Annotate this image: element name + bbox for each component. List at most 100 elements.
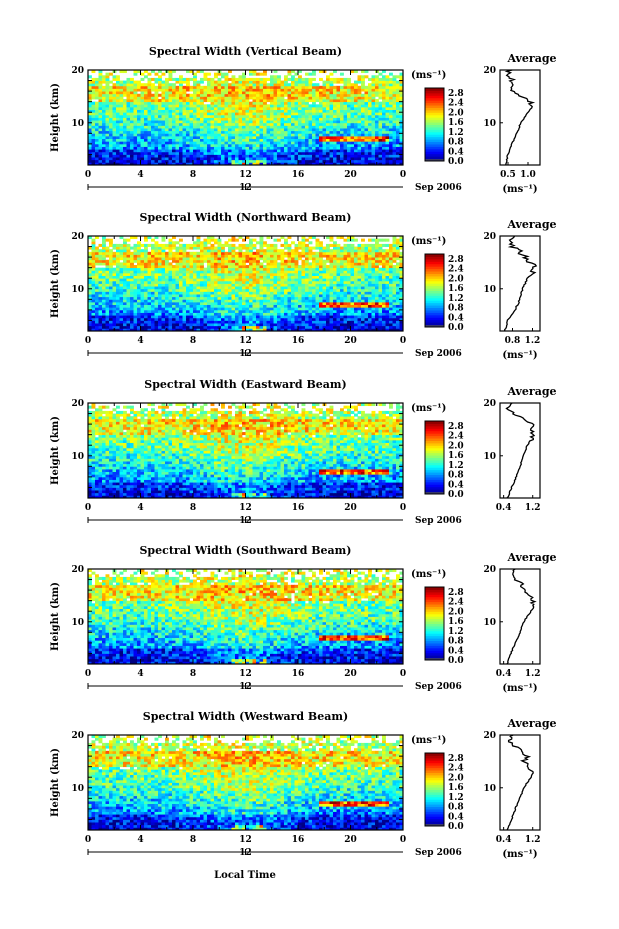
panel-1: Spectral Width (Vertical Beam)0 4 8 12 16 20 0… [50, 45, 557, 195]
colorbar-tick-label: 2.8 [448, 89, 464, 99]
profile-x-tick-label: 1.2 [525, 835, 541, 845]
colorbar-tick-label: 1.6 [448, 284, 464, 294]
profile-line [506, 70, 533, 165]
profile-x-label: (ms⁻¹) [502, 184, 537, 195]
panel-3: Spectral Width (Eastward Beam)0 4 8 12 16 20 0… [50, 378, 557, 526]
colorbar-tick-label: 1.6 [448, 451, 464, 461]
profile-x-label: (ms⁻¹) [502, 849, 537, 860]
y-axis-label: Height (km) [50, 83, 61, 152]
profile-x-tick-label: 0.5 [500, 170, 516, 180]
profile-line [507, 569, 535, 664]
heatmap-cells [88, 403, 403, 498]
profile-y-tick-label: 20 [483, 731, 496, 741]
x-tick-label: 0 [85, 669, 91, 679]
colorbar-tick-label: 1.6 [448, 118, 464, 128]
colorbar-tick-label: 1.2 [448, 627, 464, 637]
y-tick-label: 10 [71, 119, 84, 129]
x-tick-label: 4 [137, 503, 143, 513]
y-tick-label: 20 [71, 399, 84, 409]
colorbar-tick-label: 0.4 [448, 313, 464, 323]
heatmap-cells [88, 70, 403, 165]
colorbar-label: (ms⁻¹) [411, 70, 446, 81]
colorbar-label: (ms⁻¹) [411, 236, 446, 247]
x-tick-label: 20 [344, 835, 357, 845]
profile-line [507, 735, 533, 830]
colorbar-tick-label: 1.2 [448, 793, 464, 803]
x-tick-label: 0 [400, 503, 406, 513]
colorbar-tick-label: 2.8 [448, 422, 464, 432]
y-tick-label: 10 [71, 452, 84, 462]
colorbar-tick-label: 0.4 [448, 147, 464, 157]
y-axis-label: Height (km) [50, 249, 61, 318]
panel-title: Spectral Width (Southward Beam) [139, 544, 351, 557]
panel-title: Spectral Width (Westward Beam) [143, 710, 348, 723]
profile-x-label: (ms⁻¹) [502, 350, 537, 361]
y-axis-label: Height (km) [50, 582, 61, 651]
x-tick-label: 4 [137, 669, 143, 679]
profile-frame [500, 70, 540, 165]
colorbar-tick-label: 2.4 [448, 598, 464, 608]
day-label: 12 [239, 682, 252, 692]
profile-y-tick-label: 10 [483, 618, 496, 628]
colorbar-tick-label: 1.6 [448, 783, 464, 793]
x-tick-label: 0 [85, 503, 91, 513]
profile-line [507, 403, 535, 498]
heatmap-cells [88, 236, 403, 331]
colorbar-tick-label: 2.8 [448, 754, 464, 764]
colorbar-tick-label: 2.4 [448, 764, 464, 774]
x-tick-label: 16 [292, 170, 305, 180]
profile-y-tick-label: 10 [483, 119, 496, 129]
colorbar-tick-label: 0.4 [448, 480, 464, 490]
colorbar-tick-label: 0.4 [448, 646, 464, 656]
colorbar-tick-label: 1.2 [448, 461, 464, 471]
colorbar-tick-label: 1.2 [448, 294, 464, 304]
colorbar-tick-label: 2.0 [448, 108, 464, 118]
profile-line [505, 236, 537, 331]
profile-title: Average [506, 551, 556, 564]
profile-y-tick-label: 10 [483, 285, 496, 295]
panel-5: Spectral Width (Westward Beam)0 4 8 12 16 20 0… [50, 710, 557, 860]
y-tick-label: 10 [71, 285, 84, 295]
x-tick-label: 8 [190, 835, 196, 845]
profile-x-label: (ms⁻¹) [502, 683, 537, 694]
y-tick-label: 10 [71, 618, 84, 628]
x-tick-label: 16 [292, 835, 305, 845]
y-tick-label: 20 [71, 565, 84, 575]
profile-y-tick-label: 10 [483, 784, 496, 794]
panel-2: Spectral Width (Northward Beam)0 4 8 12 16 20… [50, 211, 557, 361]
colorbar-tick-label: 2.4 [448, 265, 464, 275]
profile-y-tick-label: 20 [483, 232, 496, 242]
profile-y-tick-label: 20 [483, 66, 496, 76]
colorbar-tick-label: 2.8 [448, 588, 464, 598]
x-tick-label: 8 [190, 170, 196, 180]
x-tick-label: 0 [400, 170, 406, 180]
y-tick-label: 20 [71, 232, 84, 242]
profile-title: Average [506, 385, 556, 398]
profile-title: Average [506, 52, 556, 65]
colorbar-tick-label: 0.8 [448, 803, 464, 813]
colorbar-tick-label: 0.0 [448, 323, 464, 333]
profile-x-tick-label: 0.4 [496, 669, 512, 679]
colorbar-tick-label: 2.4 [448, 99, 464, 109]
x-tick-label: 12 [239, 336, 252, 346]
profile-x-tick-label: 1.2 [525, 503, 541, 513]
profile-y-tick-label: 10 [483, 452, 496, 462]
panel-title: Spectral Width (Northward Beam) [140, 211, 352, 224]
heatmap-cells [88, 735, 403, 830]
day-label: 12 [239, 349, 252, 359]
profile-x-tick-label: 0.8 [505, 336, 521, 346]
panel-title: Spectral Width (Vertical Beam) [149, 45, 342, 58]
x-tick-label: 0 [85, 835, 91, 845]
x-tick-label: 8 [190, 336, 196, 346]
heatmap-cells [88, 569, 403, 664]
panel-title: Spectral Width (Eastward Beam) [144, 378, 346, 391]
panel-4: Spectral Width (Southward Beam)0 4 8 12 16 20… [50, 544, 557, 694]
colorbar-tick-label: 1.6 [448, 617, 464, 627]
spectral-width-figure: Local Time Spectral Width (Vertical Beam… [0, 0, 619, 929]
x-tick-label: 12 [239, 835, 252, 845]
x-tick-label: 0 [85, 336, 91, 346]
x-tick-label: 4 [137, 336, 143, 346]
profile-title: Average [506, 218, 556, 231]
profile-x-tick-label: 1.0 [520, 170, 536, 180]
x-tick-label: 20 [344, 336, 357, 346]
